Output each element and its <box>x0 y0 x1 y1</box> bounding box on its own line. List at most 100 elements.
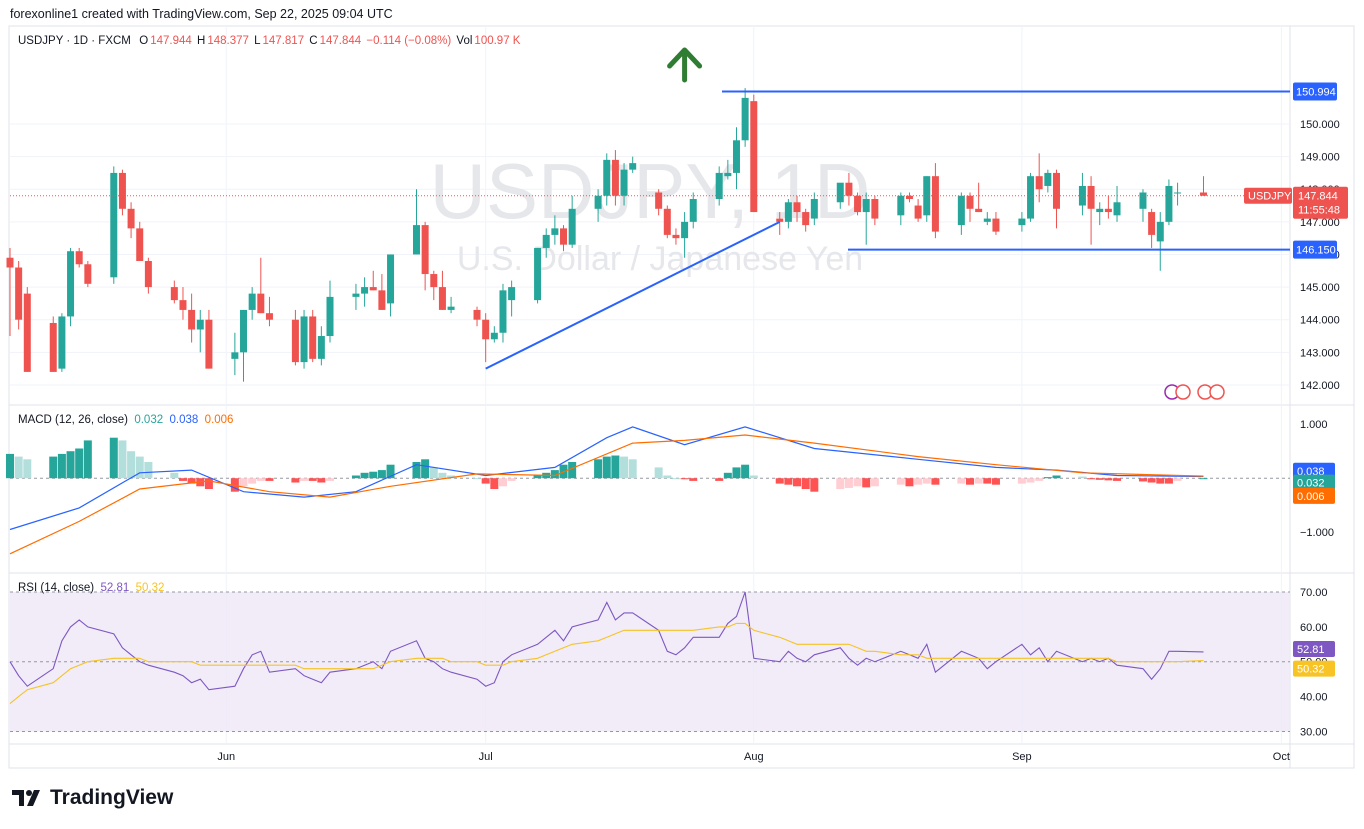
macd-histogram-bar <box>421 459 429 478</box>
candle-body <box>967 196 974 209</box>
candle-body <box>776 219 783 222</box>
candle-body <box>672 235 679 238</box>
candle-body <box>188 310 195 330</box>
candle-body <box>119 173 126 209</box>
rsi-legend[interactable]: RSI (14, close) 52.81 50.32 <box>18 582 164 594</box>
candle-body <box>655 192 662 208</box>
macd-histogram-bar <box>931 478 939 484</box>
legend-open-value: 147.944 <box>150 35 192 47</box>
candle-body <box>811 199 818 219</box>
candle-body <box>1114 202 1121 215</box>
candle-body <box>1105 209 1112 212</box>
macd-histogram-bar <box>291 478 299 482</box>
macd-histogram-bar <box>1148 478 1156 482</box>
macd-histogram-bar <box>810 478 818 492</box>
candle-body <box>292 320 299 362</box>
symbol-tag: USDJPY <box>1248 191 1292 203</box>
macd-histogram-bar <box>499 478 507 486</box>
time-tick-label: Aug <box>744 751 764 763</box>
price-legend: USDJPY · 1D · FXCM O 147.944 H 148.377 L 14… <box>18 35 522 47</box>
macd-histogram-bar <box>179 478 187 481</box>
candle-body <box>551 228 558 235</box>
candle-body <box>534 248 541 300</box>
macd-histogram-bar <box>957 478 965 483</box>
macd-histogram-bar <box>75 449 83 479</box>
candle-body <box>318 336 325 359</box>
macd-histogram-bar <box>1027 478 1035 482</box>
macd-legend-macd: 0.032 <box>134 414 163 426</box>
candle-body <box>897 196 904 216</box>
macd-histogram-bar <box>23 459 31 478</box>
macd-histogram-bar <box>681 478 689 479</box>
candle-body <box>84 264 91 284</box>
macd-histogram-bar <box>240 478 248 486</box>
candle-body <box>24 294 31 372</box>
macd-histogram-bar <box>58 454 66 478</box>
candle-body <box>1018 219 1025 226</box>
candle-body <box>327 297 334 336</box>
legend-vol-label: Vol <box>456 35 472 47</box>
candle-body <box>958 196 965 225</box>
candle-body <box>491 333 498 340</box>
candle-body <box>569 209 576 245</box>
macd-legend[interactable]: MACD (12, 26, close) 0.032 0.038 0.006 <box>18 414 233 426</box>
macd-legend-signal: 0.038 <box>170 414 199 426</box>
macd-histogram-bar <box>144 462 152 478</box>
candle-body <box>110 173 117 277</box>
time-tick-label: Jun <box>217 751 235 763</box>
rsi-tick-label: 70.00 <box>1300 587 1328 599</box>
legend-low-value: 147.817 <box>263 35 305 47</box>
macd-histogram-bar <box>802 478 810 489</box>
candle-body <box>1148 212 1155 235</box>
candle-body <box>785 202 792 222</box>
legend-close-value: 147.844 <box>320 35 362 47</box>
macd-histogram-bar <box>689 478 697 481</box>
macd-histogram-bar <box>490 478 498 489</box>
candle-body <box>932 176 939 231</box>
macd-histogram-bar <box>672 478 680 479</box>
last-price-tag: 147.844 <box>1298 191 1338 203</box>
candle-body <box>439 287 446 310</box>
candle-body <box>231 352 238 359</box>
tradingview-logo-icon <box>12 789 44 807</box>
macd-histogram-bar <box>594 459 602 478</box>
macd-histogram-bar <box>1035 478 1043 481</box>
candle-body <box>742 98 749 140</box>
macd-histogram-bar <box>905 478 913 486</box>
legend-vol-value: 100.97 K <box>474 35 520 47</box>
candle-body <box>724 173 731 176</box>
us-flag-icon <box>1176 385 1190 399</box>
macd-histogram-bar <box>724 473 732 478</box>
candle-body <box>1174 192 1181 193</box>
tradingview-logo: TradingView <box>12 786 173 810</box>
macd-histogram-bar <box>715 478 723 481</box>
macd-histogram-bar <box>1018 478 1026 483</box>
macd-value-tag: 0.032 <box>1297 478 1325 490</box>
us-flag-icon <box>1210 385 1224 399</box>
macd-histogram-bar <box>629 459 637 478</box>
candle-body <box>975 209 982 212</box>
legend-symbol[interactable]: USDJPY · 1D · FXCM <box>18 35 131 47</box>
candle-body <box>378 290 385 310</box>
candle-body <box>1053 173 1060 209</box>
macd-histogram-bar <box>118 440 126 478</box>
rsi-ma-tag: 50.32 <box>1297 664 1325 676</box>
macd-histogram-bar <box>732 467 740 478</box>
macd-histogram-bar <box>1044 477 1052 478</box>
candle-body <box>1139 192 1146 208</box>
chart-header: forexonline1 created with TradingView.co… <box>10 7 393 21</box>
candle-body <box>508 287 515 300</box>
macd-histogram-bar <box>992 478 1000 484</box>
macd-histogram-bar <box>1200 478 1208 479</box>
candle-body <box>845 183 852 196</box>
candle-body <box>863 199 870 212</box>
candle-body <box>430 274 437 287</box>
candle-body <box>595 196 602 209</box>
candle-body <box>448 307 455 310</box>
macd-histogram-bar <box>15 457 23 479</box>
candle-body <box>352 294 359 297</box>
candle-body <box>543 235 550 248</box>
macd-histogram-bar <box>897 478 905 484</box>
macd-histogram-bar <box>845 478 853 488</box>
candle-body <box>1044 173 1051 186</box>
